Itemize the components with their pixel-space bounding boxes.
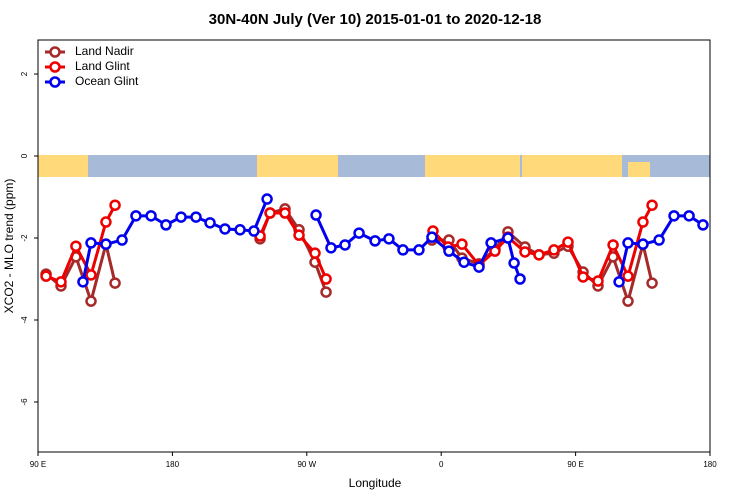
data-point: [160, 219, 172, 231]
data-point: [325, 242, 337, 254]
data-point: [109, 199, 121, 211]
data-point: [613, 276, 625, 288]
legend-marker: [49, 76, 61, 88]
data-point: [145, 210, 157, 222]
data-point: [309, 247, 321, 259]
legend-label: Ocean Glint: [75, 74, 139, 88]
data-point: [369, 235, 381, 247]
data-point: [383, 233, 395, 245]
data-point: [100, 238, 112, 250]
data-point: [622, 270, 634, 282]
data-point: [653, 234, 665, 246]
plot-frame: [37, 39, 711, 453]
data-point: [234, 224, 246, 236]
data-point: [293, 229, 305, 241]
data-point: [85, 269, 97, 281]
data-point: [443, 245, 455, 257]
y-tick-label: -2: [20, 234, 29, 242]
data-point: [339, 239, 351, 251]
data-point: [668, 210, 680, 222]
data-point: [458, 256, 470, 268]
data-point: [204, 217, 216, 229]
data-point: [190, 211, 202, 223]
y-axis-label: XCO2 - MLO trend (ppm): [2, 179, 16, 314]
series-line: [45, 207, 654, 303]
y-tick-label: -4: [20, 316, 29, 324]
data-point: [473, 261, 485, 273]
x-tick-label: 0: [439, 460, 444, 469]
x-tick-label: 180: [703, 460, 717, 469]
data-point: [100, 216, 112, 228]
x-tick-label: 90 W: [297, 460, 316, 469]
legend-marker: [49, 61, 61, 73]
data-point: [310, 209, 322, 221]
data-point: [697, 219, 709, 231]
data-point: [514, 273, 526, 285]
data-point: [646, 277, 658, 289]
data-point: [502, 232, 514, 244]
data-point: [40, 270, 52, 282]
data-point: [607, 239, 619, 251]
data-point: [219, 223, 231, 235]
data-point: [85, 295, 97, 307]
x-tick-label: 90 E: [567, 460, 583, 469]
y-tick-label: 2: [20, 71, 29, 76]
data-point: [279, 207, 291, 219]
legend-label: Land Nadir: [75, 44, 134, 58]
data-point: [320, 273, 332, 285]
data-point: [77, 276, 89, 288]
x-axis-label: Longitude: [349, 476, 402, 490]
data-point: [622, 295, 634, 307]
map-strip: [38, 155, 710, 177]
data-point: [637, 238, 649, 250]
data-point: [261, 193, 273, 205]
data-point: [175, 211, 187, 223]
data-point: [85, 237, 97, 249]
data-point: [683, 210, 695, 222]
data-point: [70, 240, 82, 252]
data-point: [397, 244, 409, 256]
data-point: [508, 257, 520, 269]
legend-label: Land Glint: [75, 59, 130, 73]
data-point: [426, 231, 438, 243]
data-point: [637, 216, 649, 228]
data-point: [320, 286, 332, 298]
data-point: [264, 207, 276, 219]
data-point: [456, 238, 468, 250]
data-point: [109, 277, 121, 289]
x-tick-label: 180: [166, 460, 180, 469]
data-point: [248, 225, 260, 237]
chart-title: 30N-40N July (Ver 10) 2015-01-01 to 2020…: [209, 11, 542, 28]
data-point: [519, 246, 531, 258]
data-point: [562, 236, 574, 248]
data-point: [548, 244, 560, 256]
data-point: [485, 237, 497, 249]
data-point: [577, 271, 589, 283]
y-tick-label: 0: [20, 153, 29, 158]
data-point: [592, 275, 604, 287]
data-point: [130, 210, 142, 222]
data-point: [413, 244, 425, 256]
data-point: [533, 249, 545, 261]
x-tick-label: 90 E: [30, 460, 46, 469]
data-point: [646, 199, 658, 211]
data-point: [353, 227, 365, 239]
legend-marker: [49, 46, 61, 58]
data-point: [55, 276, 67, 288]
data-point: [622, 237, 634, 249]
y-tick-label: -6: [20, 398, 29, 406]
data-point: [116, 234, 128, 246]
